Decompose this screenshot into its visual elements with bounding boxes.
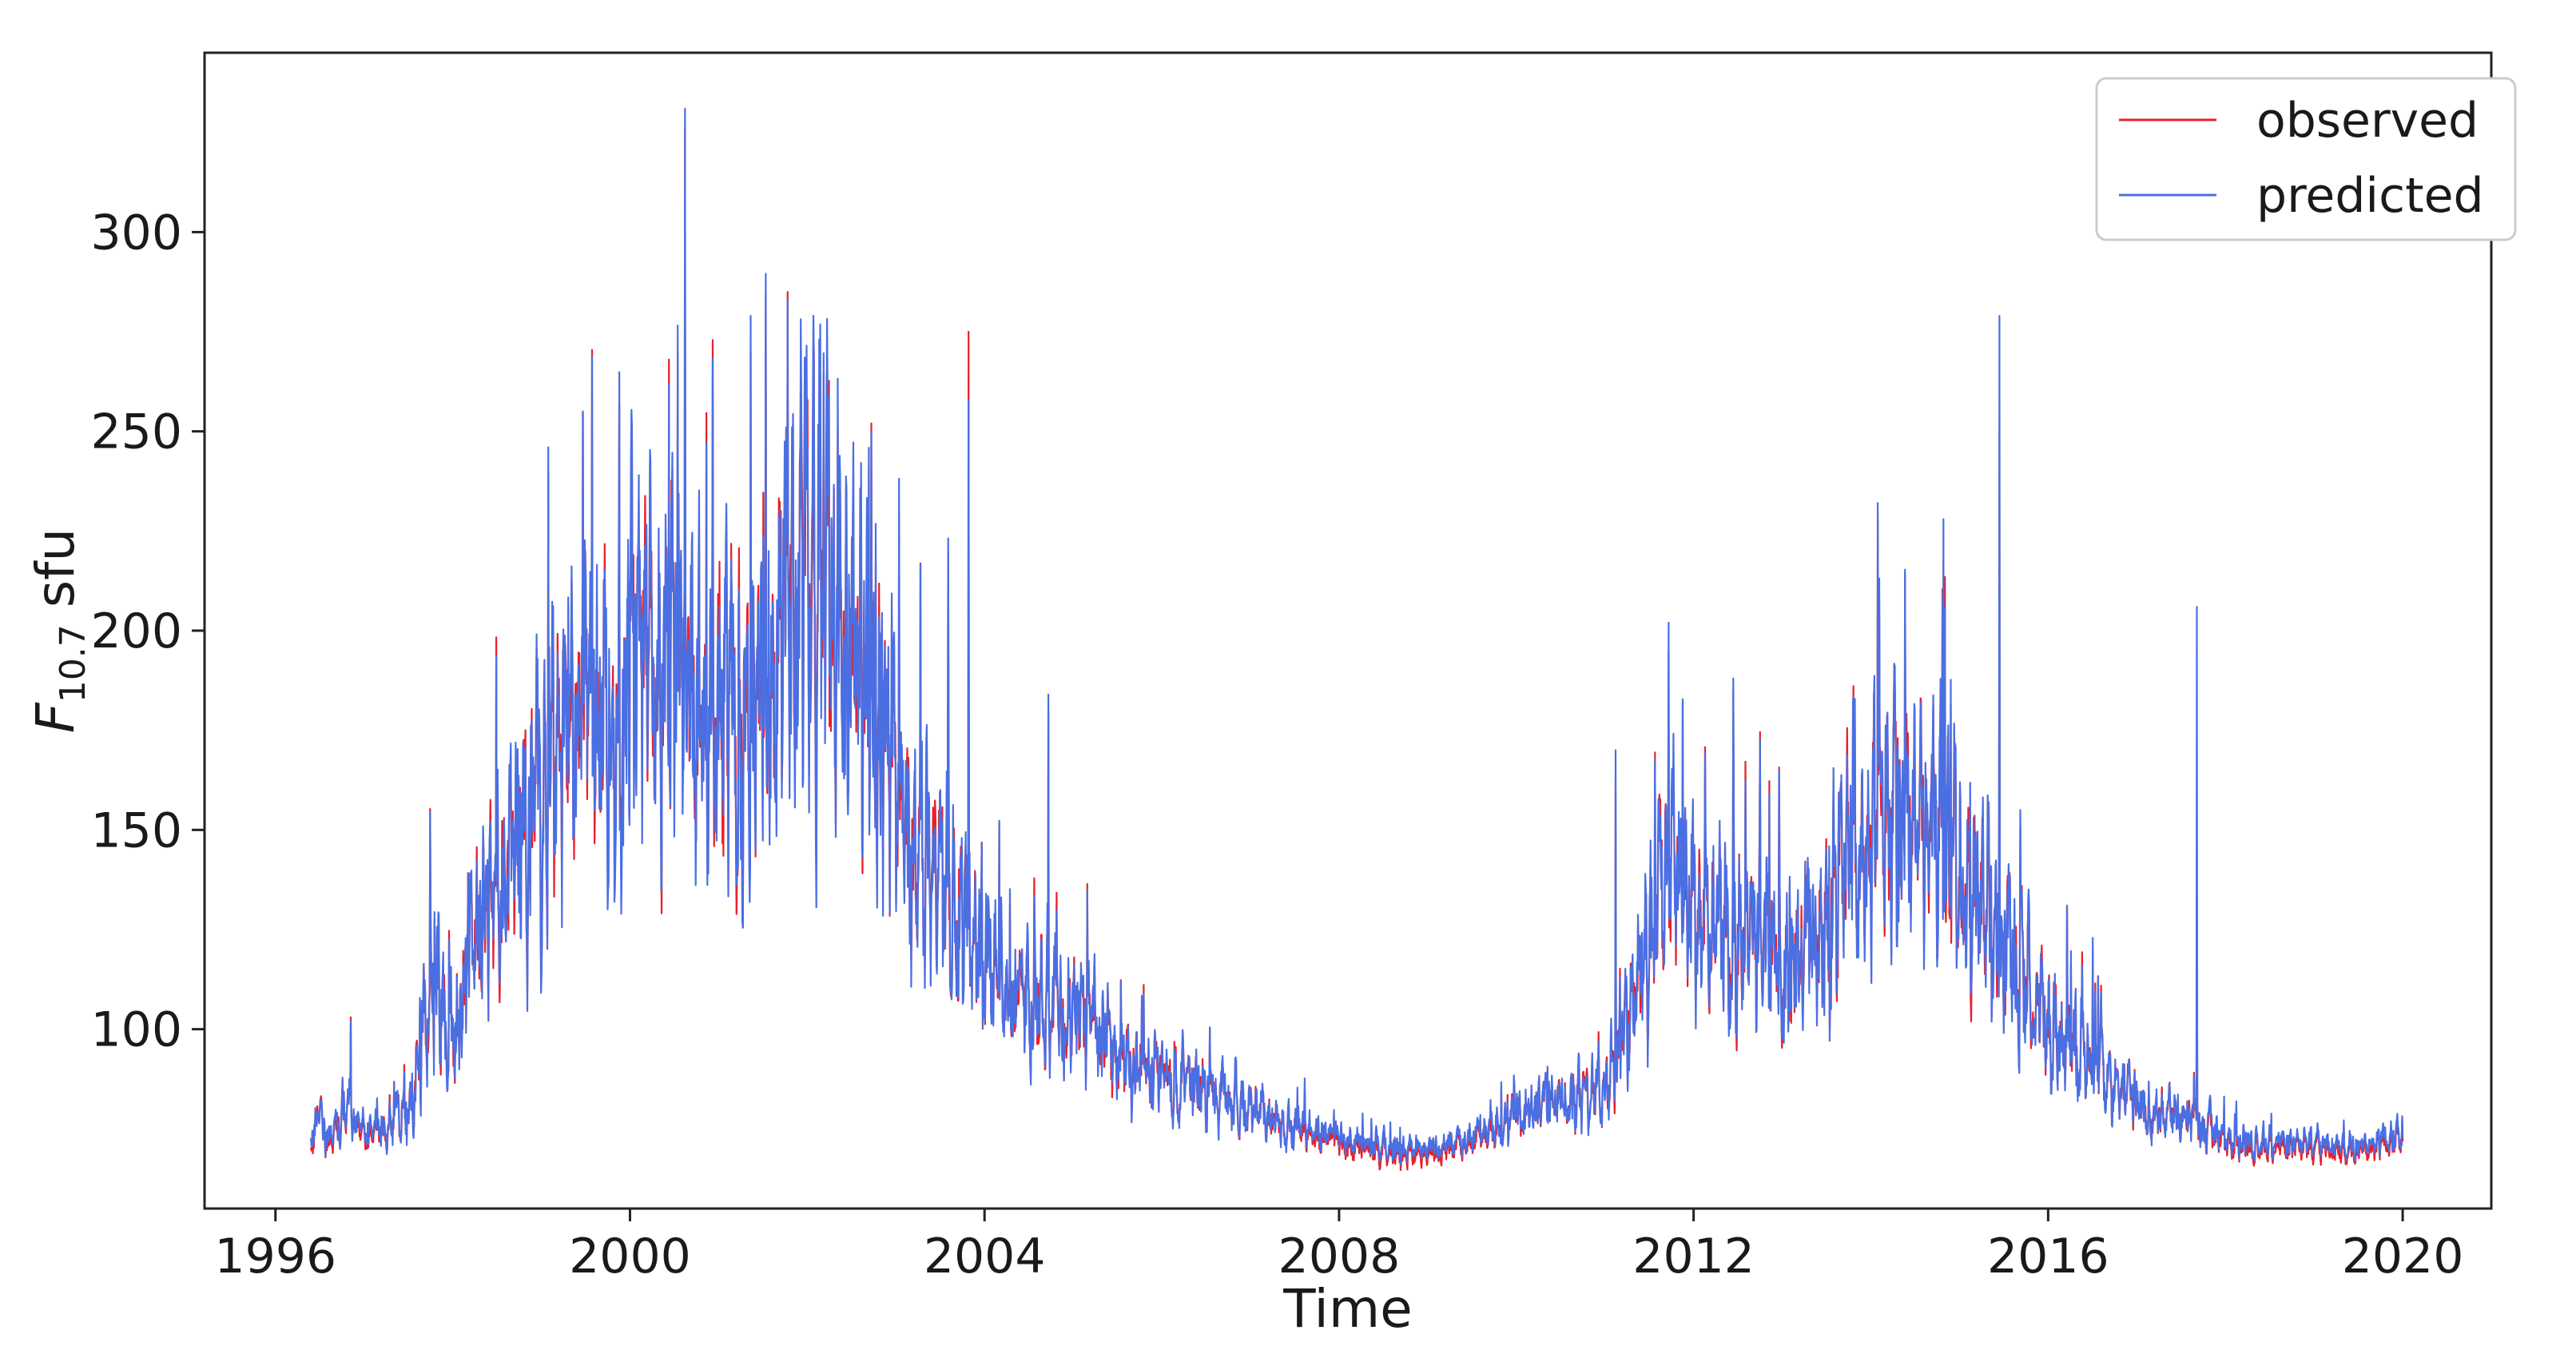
y-axis: 100 150 200 250 300	[90, 205, 205, 1058]
y-tick-label: 250	[90, 404, 182, 460]
y-axis-label-subscript: 10.7	[53, 624, 93, 703]
y-axis-label-symbol: F	[25, 702, 86, 733]
x-tick-label: 2016	[1987, 1229, 2109, 1284]
legend-label-predicted: predicted	[2256, 168, 2484, 224]
y-tick-label: 300	[90, 205, 182, 261]
x-axis: 1996 2000 2004 2008 2012 2016 2020	[214, 1209, 2463, 1284]
legend: observed predicted	[2095, 77, 2517, 241]
y-tick-label: 200	[90, 603, 182, 659]
y-tick-label: 150	[90, 802, 182, 858]
y-axis-label-unit: sfu	[25, 528, 86, 624]
x-axis-label: Time	[1282, 1278, 1413, 1340]
x-tick-label: 2000	[569, 1229, 691, 1284]
x-tick-label: 2004	[924, 1229, 1046, 1284]
y-tick-label: 100	[90, 1002, 182, 1058]
series-layer	[310, 107, 2404, 1171]
x-tick-label: 2012	[1632, 1229, 1755, 1284]
x-tick-label: 1996	[214, 1229, 336, 1284]
y-axis-label: F10.7 sfu	[25, 528, 93, 733]
legend-label-observed: observed	[2256, 93, 2479, 149]
x-tick-label: 2008	[1278, 1229, 1401, 1284]
series-line-predicted	[310, 107, 2404, 1165]
x-tick-label: 2020	[2342, 1229, 2464, 1284]
